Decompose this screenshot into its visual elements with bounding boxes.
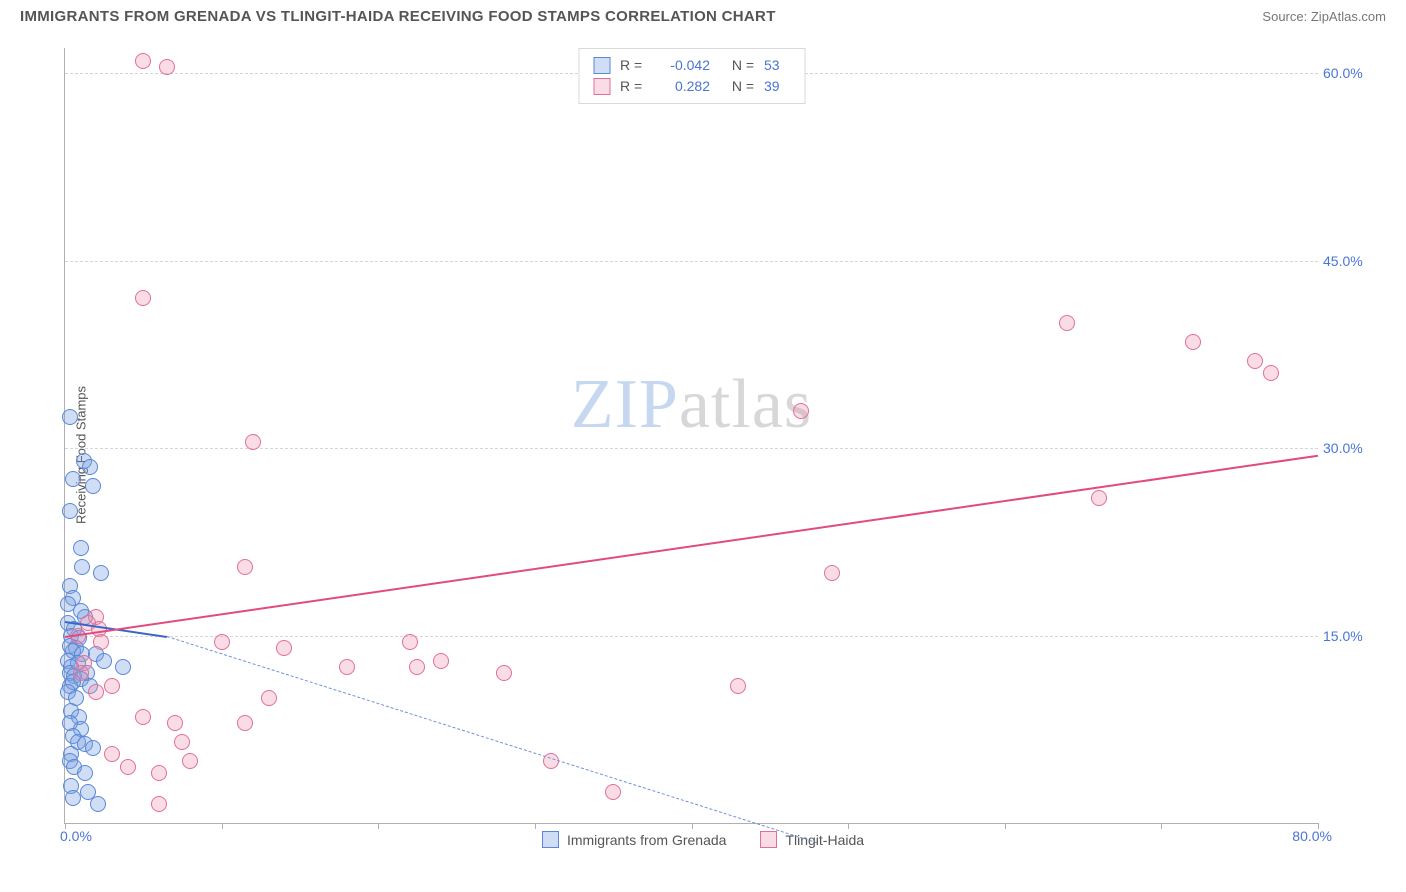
r-label: R =	[620, 55, 648, 76]
source-link[interactable]: ZipAtlas.com	[1311, 9, 1386, 24]
data-point	[96, 653, 112, 669]
data-point	[82, 459, 98, 475]
data-point	[1247, 353, 1263, 369]
data-point	[120, 759, 136, 775]
stats-swatch-b	[593, 78, 610, 95]
data-point	[167, 715, 183, 731]
data-point	[74, 559, 90, 575]
legend-swatch-a	[542, 831, 559, 848]
stats-swatch-a	[593, 57, 610, 74]
chart-area: Receiving Food Stamps ZIPatlas R = -0.04…	[18, 36, 1388, 874]
n-label: N =	[720, 55, 754, 76]
source-label: Source:	[1262, 9, 1307, 24]
data-point	[496, 665, 512, 681]
data-point	[151, 765, 167, 781]
data-point	[85, 740, 101, 756]
data-point	[182, 753, 198, 769]
r-label: R =	[620, 76, 648, 97]
data-point	[93, 565, 109, 581]
plot-region: ZIPatlas R = -0.042 N = 53 R = 0.282 N =…	[64, 48, 1318, 824]
y-tick-label: 30.0%	[1323, 440, 1378, 456]
watermark-atlas: atlas	[679, 366, 812, 443]
watermark-zip: ZIP	[571, 366, 679, 443]
legend-label-b: Tlingit-Haida	[785, 832, 864, 848]
data-point	[214, 634, 230, 650]
stats-row-series-a: R = -0.042 N = 53	[593, 55, 790, 76]
data-point	[135, 709, 151, 725]
trend-line	[167, 636, 817, 843]
data-point	[151, 796, 167, 812]
legend-swatch-b	[760, 831, 777, 848]
data-point	[65, 790, 81, 806]
data-point	[62, 503, 78, 519]
gridline	[65, 261, 1318, 262]
data-point	[159, 59, 175, 75]
data-point	[1185, 334, 1201, 350]
y-tick-label: 45.0%	[1323, 253, 1378, 269]
data-point	[824, 565, 840, 581]
data-point	[104, 678, 120, 694]
data-point	[115, 659, 131, 675]
chart-title: IMMIGRANTS FROM GRENADA VS TLINGIT-HAIDA…	[20, 8, 776, 25]
data-point	[174, 734, 190, 750]
data-point	[402, 634, 418, 650]
gridline	[65, 636, 1318, 637]
bottom-legend: Immigrants from Grenada Tlingit-Haida	[18, 831, 1388, 848]
source-attribution: Source: ZipAtlas.com	[1262, 9, 1386, 24]
data-point	[605, 784, 621, 800]
data-point	[73, 665, 89, 681]
data-point	[433, 653, 449, 669]
data-point	[77, 765, 93, 781]
data-point	[90, 796, 106, 812]
r-value-a: -0.042	[658, 55, 710, 76]
data-point	[1263, 365, 1279, 381]
data-point	[245, 434, 261, 450]
data-point	[88, 684, 104, 700]
data-point	[62, 409, 78, 425]
data-point	[85, 478, 101, 494]
data-point	[73, 540, 89, 556]
n-value-b: 39	[764, 76, 790, 97]
n-value-a: 53	[764, 55, 790, 76]
y-tick-label: 15.0%	[1323, 628, 1378, 644]
data-point	[1091, 490, 1107, 506]
data-point	[730, 678, 746, 694]
data-point	[793, 403, 809, 419]
legend-label-a: Immigrants from Grenada	[567, 832, 727, 848]
legend-item-a: Immigrants from Grenada	[542, 831, 727, 848]
data-point	[135, 53, 151, 69]
stats-row-series-b: R = 0.282 N = 39	[593, 76, 790, 97]
r-value-b: 0.282	[658, 76, 710, 97]
data-point	[409, 659, 425, 675]
data-point	[261, 690, 277, 706]
data-point	[93, 634, 109, 650]
n-label: N =	[720, 76, 754, 97]
y-tick-label: 60.0%	[1323, 65, 1378, 81]
data-point	[65, 471, 81, 487]
data-point	[237, 715, 253, 731]
data-point	[276, 640, 292, 656]
data-point	[104, 746, 120, 762]
trend-line	[65, 454, 1318, 637]
data-point	[1059, 315, 1075, 331]
watermark: ZIPatlas	[571, 365, 812, 445]
data-point	[339, 659, 355, 675]
stats-legend-box: R = -0.042 N = 53 R = 0.282 N = 39	[578, 48, 805, 104]
data-point	[237, 559, 253, 575]
data-point	[135, 290, 151, 306]
legend-item-b: Tlingit-Haida	[760, 831, 864, 848]
